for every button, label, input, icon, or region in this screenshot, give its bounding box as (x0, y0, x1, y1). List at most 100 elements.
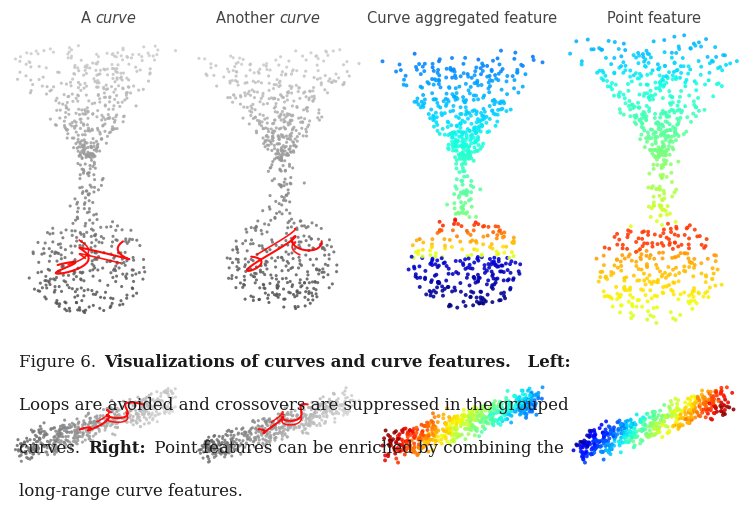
Point (140, 400, 152, 408)
Point (664, 238, 676, 247)
Point (435, 435, 447, 444)
Point (509, 76, 521, 84)
Point (111, 407, 123, 415)
Point (76, 297, 88, 305)
Point (670, 75, 682, 83)
Point (241, 433, 253, 441)
Point (143, 51, 155, 60)
Point (42, 265, 54, 274)
Point (686, 402, 698, 411)
Point (257, 428, 269, 436)
Point (649, 430, 661, 439)
Point (635, 417, 647, 425)
Point (463, 86, 475, 95)
Point (261, 136, 273, 144)
Point (428, 122, 440, 131)
Point (266, 176, 278, 185)
Point (483, 88, 495, 96)
Point (84, 127, 96, 135)
Point (693, 394, 705, 403)
Point (312, 400, 324, 408)
Point (27, 81, 39, 89)
Point (419, 422, 431, 430)
Point (503, 397, 515, 405)
Point (136, 402, 148, 411)
Point (54, 430, 66, 439)
Point (111, 413, 123, 421)
Point (302, 295, 314, 304)
Point (247, 416, 259, 425)
Point (94, 66, 106, 75)
Point (314, 401, 326, 409)
Point (49, 249, 61, 258)
Point (498, 99, 510, 107)
Point (473, 141, 485, 149)
Point (480, 414, 492, 422)
Point (24, 447, 36, 456)
Point (282, 151, 294, 159)
Point (586, 445, 598, 453)
Point (78, 150, 90, 158)
Point (411, 94, 423, 103)
Point (258, 100, 270, 108)
Point (523, 396, 535, 404)
Point (670, 186, 682, 194)
Point (32, 50, 44, 58)
Point (221, 427, 233, 436)
Point (604, 423, 616, 431)
Point (61, 424, 73, 432)
Point (459, 189, 471, 198)
Point (111, 419, 123, 428)
Point (55, 251, 67, 259)
Point (272, 154, 284, 162)
Point (311, 61, 323, 69)
Point (491, 263, 503, 271)
Point (302, 268, 314, 276)
Point (109, 277, 121, 286)
Point (14, 57, 26, 65)
Point (90, 421, 102, 429)
Point (456, 117, 468, 125)
Point (60, 436, 72, 444)
Point (201, 444, 213, 452)
Point (476, 142, 488, 151)
Point (85, 139, 97, 147)
Point (111, 415, 123, 423)
Point (312, 405, 324, 414)
Point (255, 268, 267, 276)
Point (70, 427, 82, 436)
Point (125, 226, 137, 234)
Point (303, 289, 315, 298)
Point (265, 422, 277, 430)
Point (282, 96, 294, 104)
Point (494, 420, 506, 429)
Point (640, 280, 652, 289)
Point (509, 392, 521, 400)
Point (618, 39, 630, 48)
Point (306, 411, 318, 419)
Point (635, 250, 647, 258)
Point (594, 442, 606, 451)
Point (449, 139, 461, 147)
Point (431, 270, 443, 279)
Point (472, 136, 484, 144)
Point (722, 398, 734, 406)
Point (474, 185, 486, 194)
Point (221, 448, 233, 457)
Point (37, 73, 49, 81)
Point (74, 81, 86, 89)
Point (69, 430, 81, 438)
Point (424, 114, 436, 122)
Point (19, 438, 31, 446)
Point (670, 394, 682, 403)
Point (268, 104, 280, 112)
Point (253, 117, 265, 125)
Point (422, 78, 434, 86)
Point (31, 438, 43, 446)
Point (221, 442, 233, 450)
Point (404, 426, 416, 435)
Point (308, 284, 320, 292)
Point (470, 238, 482, 247)
Point (673, 295, 685, 303)
Point (88, 290, 100, 299)
